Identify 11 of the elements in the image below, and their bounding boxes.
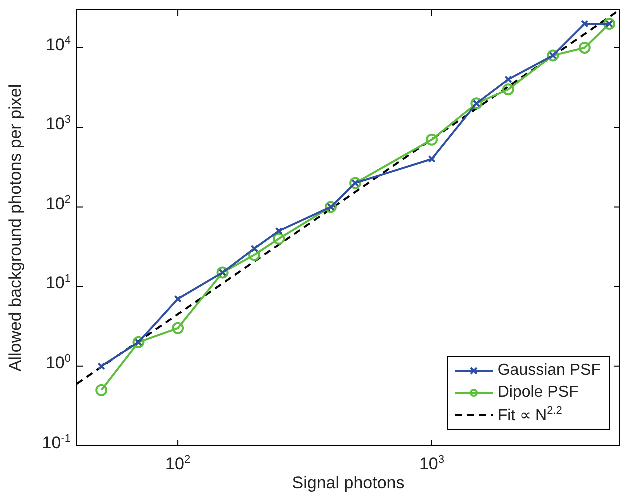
- legend-label: Fit ∝ N$^{2.2}$: [498, 404, 562, 426]
- x-axis-title: Signal photons: [292, 473, 405, 492]
- y-tick-label: 10$^{1}$: [46, 273, 71, 294]
- y-tick-label: 10$^{2}$: [46, 194, 71, 215]
- y-tick-label: 10$^{3}$: [46, 114, 71, 135]
- legend-label: Dipole PSF: [498, 384, 579, 402]
- y-axis-title: Allowed background photons per pixel: [6, 84, 25, 372]
- y-tick-label: 10$^{4}$: [46, 34, 71, 56]
- y-tick-label: 10$^{-1}$: [42, 432, 71, 454]
- legend-label: Gaussian PSF: [498, 362, 601, 380]
- y-tick-label: 10$^{0}$: [46, 353, 71, 374]
